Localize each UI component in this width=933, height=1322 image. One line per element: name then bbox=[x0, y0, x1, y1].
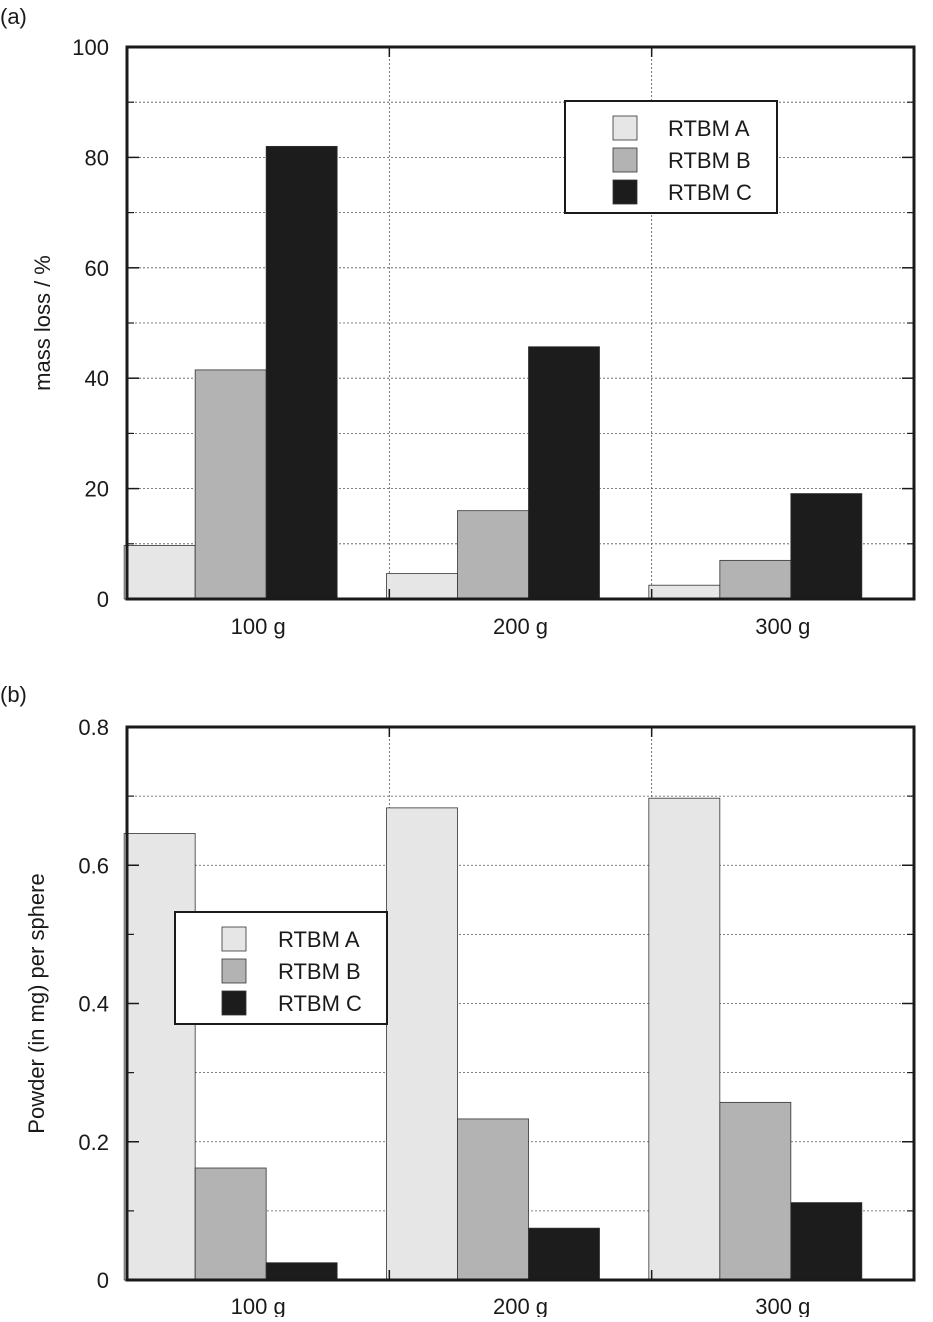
y-axis-label: mass loss / % bbox=[30, 255, 55, 391]
x-tick-label: 100 g bbox=[231, 1294, 286, 1317]
y-tick-label: 0 bbox=[97, 1268, 109, 1293]
legend-swatch bbox=[221, 990, 247, 1016]
bar bbox=[123, 833, 196, 1281]
bar bbox=[528, 1227, 600, 1281]
y-tick-label: 80 bbox=[85, 145, 109, 170]
y-tick-label: 0.2 bbox=[78, 1130, 109, 1155]
bar bbox=[194, 369, 267, 600]
bar bbox=[528, 346, 600, 600]
legend-label: RTBM A bbox=[668, 116, 750, 141]
bar bbox=[265, 1262, 338, 1281]
chart-panel-a: 0 20 40 60 80 100 100 g 200 g 300 g mass loss / %… bbox=[0, 4, 916, 639]
y-tick-label: 0.8 bbox=[78, 715, 109, 740]
x-tick-label: 300 g bbox=[755, 1294, 810, 1317]
legend-box bbox=[564, 100, 778, 214]
legend-label: RTBM C bbox=[278, 991, 362, 1016]
legend: RTBM A RTBM B RTBM C bbox=[174, 911, 388, 1025]
y-axis-label: Powder (in mg) per sphere bbox=[24, 873, 49, 1133]
bar bbox=[457, 510, 529, 600]
legend-swatch bbox=[221, 926, 247, 952]
chart-panel-b: 0 0.2 0.4 0.6 0.8 100 g 200 g 300 g Powder (in m… bbox=[0, 682, 916, 1319]
legend-swatch bbox=[612, 147, 638, 173]
bar bbox=[790, 493, 863, 600]
y-tick-label: 60 bbox=[85, 256, 109, 281]
legend-swatch bbox=[612, 115, 638, 141]
legend: RTBM A RTBM B RTBM C bbox=[564, 100, 778, 214]
legend-label: RTBM A bbox=[278, 927, 360, 952]
y-tick-label: 0.4 bbox=[78, 992, 109, 1017]
bar bbox=[194, 1167, 267, 1281]
bar bbox=[790, 1202, 863, 1281]
legend-label: RTBM C bbox=[668, 180, 752, 205]
legend-label: RTBM B bbox=[278, 959, 361, 984]
bar bbox=[719, 559, 792, 600]
bar bbox=[386, 573, 458, 600]
x-tick-label: 200 g bbox=[493, 1294, 548, 1317]
legend-box bbox=[174, 911, 388, 1025]
bar bbox=[648, 797, 721, 1281]
bar bbox=[719, 1101, 792, 1281]
bar bbox=[123, 545, 196, 600]
bar bbox=[457, 1118, 529, 1281]
legend-swatch bbox=[221, 958, 247, 984]
bar bbox=[386, 807, 458, 1281]
y-tick-label: 100 bbox=[72, 35, 109, 60]
y-tick-label: 40 bbox=[85, 366, 109, 391]
bar bbox=[648, 584, 721, 600]
legend-label: RTBM B bbox=[668, 148, 751, 173]
x-tick-label: 200 g bbox=[493, 614, 548, 639]
panel-label: (b) bbox=[0, 682, 27, 707]
y-tick-label: 0 bbox=[97, 587, 109, 612]
x-tick-label: 300 g bbox=[755, 614, 810, 639]
panel-label: (a) bbox=[0, 4, 27, 29]
legend-swatch bbox=[612, 179, 638, 205]
y-tick-label: 20 bbox=[85, 477, 109, 502]
x-tick-label: 100 g bbox=[231, 614, 286, 639]
bar bbox=[265, 145, 338, 600]
y-tick-label: 0.6 bbox=[78, 853, 109, 878]
